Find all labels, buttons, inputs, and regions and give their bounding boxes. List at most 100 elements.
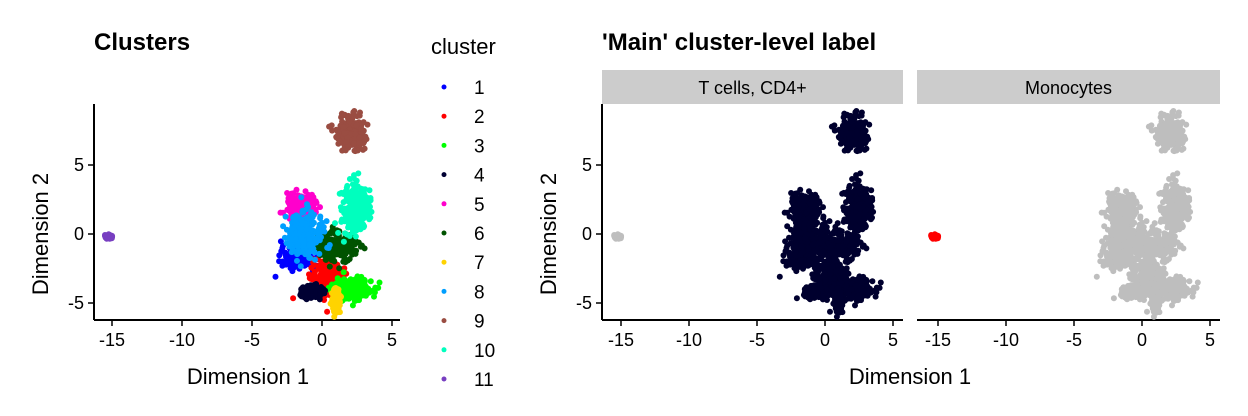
point-highlight (792, 225, 799, 232)
x-tick-label: -15 (608, 330, 634, 350)
point-cluster-2 (329, 268, 336, 275)
point-cluster-8 (293, 212, 300, 219)
y-tick-label: 5 (74, 155, 84, 175)
point-cluster-8 (282, 213, 289, 220)
point-cluster-6 (333, 237, 340, 244)
x-tick-label: -10 (676, 330, 702, 350)
legend-label-1: 1 (474, 78, 485, 99)
point-cluster-3 (334, 275, 341, 282)
point-background (1127, 275, 1134, 282)
point-cluster-9 (340, 124, 347, 130)
point-cluster-8 (313, 239, 320, 246)
x-tick-label: 5 (387, 330, 397, 350)
legend-key-6 (441, 230, 447, 236)
point-highlight (801, 263, 808, 270)
x-tick-label: -5 (1066, 330, 1082, 350)
point-cluster-7 (333, 309, 340, 316)
point-cluster-2 (324, 308, 331, 315)
y-tick-label: 0 (582, 224, 592, 244)
point-highlight (822, 277, 829, 284)
point-background (1148, 275, 1155, 282)
point-highlight (847, 112, 854, 119)
point-cluster-4 (304, 290, 311, 297)
point-cluster-4 (314, 285, 321, 291)
point-background (1132, 275, 1139, 281)
legend-title: cluster (431, 34, 496, 59)
point-cluster-9 (354, 113, 360, 120)
point-highlight (843, 255, 850, 262)
point-cluster-8 (298, 217, 305, 224)
point-highlight (816, 239, 823, 246)
facet-strip-label: Monocytes (1025, 78, 1112, 98)
y-tick-label: 0 (74, 224, 84, 244)
legend-key-5 (441, 201, 447, 207)
x-tick-label: 0 (1137, 330, 1147, 350)
point-highlight (843, 238, 850, 245)
point-highlight (837, 275, 844, 282)
point-highlight (856, 113, 862, 120)
point-highlight (863, 277, 870, 284)
point-cluster-10 (360, 215, 367, 222)
point-highlight (853, 203, 860, 210)
point-highlight (808, 250, 815, 257)
point-highlight (859, 226, 866, 233)
point-highlight (834, 220, 841, 227)
point-cluster-10 (340, 238, 347, 245)
point-highlight (808, 231, 815, 238)
legend-label-7: 7 (474, 253, 485, 274)
point-cluster-7 (329, 299, 336, 305)
point-highlight (808, 290, 815, 297)
point-cluster-6 (351, 241, 358, 248)
point-cluster-1 (287, 265, 294, 272)
point-highlight (799, 249, 806, 256)
point-cluster-8 (306, 241, 313, 248)
point-highlight (781, 209, 788, 216)
x-tick-label: -5 (749, 330, 765, 350)
point-background (1097, 258, 1104, 265)
legend-label-2: 2 (474, 107, 485, 128)
point-cluster-4 (298, 289, 305, 296)
point-highlight (780, 258, 787, 265)
point-highlight (854, 196, 861, 202)
point-highlight (840, 189, 847, 196)
point-highlight (877, 279, 884, 286)
point-cluster-5 (296, 201, 303, 208)
y-tick-label: -5 (576, 293, 592, 313)
point-cluster-8 (305, 250, 312, 257)
legend-label-11: 11 (474, 370, 494, 391)
point-highlight (863, 145, 870, 152)
point-highlight (864, 292, 871, 299)
point-cluster-2 (312, 275, 319, 281)
point-highlight (827, 308, 833, 315)
point-cluster-3 (354, 273, 361, 280)
point-cluster-10 (338, 189, 345, 196)
point-highlight (868, 203, 875, 210)
point-highlight (818, 231, 824, 238)
point-cluster-6 (336, 265, 343, 272)
x-tick-label: 5 (1205, 330, 1215, 350)
point-highlight (796, 236, 803, 243)
point-cluster-8 (312, 256, 318, 263)
point-cluster-9 (353, 122, 360, 128)
point-cluster-2 (319, 277, 326, 284)
point-highlight (802, 235, 809, 242)
point-cluster-5 (277, 209, 284, 216)
point-cluster-1 (276, 258, 283, 265)
point-highlight (869, 278, 876, 285)
point-cluster-9 (341, 130, 348, 137)
facet-1: T cells, CD4+-15 -10 -5 0 5-505 (576, 70, 903, 350)
x-tick-label: -15 (99, 330, 125, 350)
point-highlight (849, 213, 856, 219)
point-cluster-6 (358, 242, 365, 249)
point-highlight (831, 275, 838, 282)
point-highlight (836, 309, 843, 316)
x-tick-label: 0 (820, 330, 830, 350)
point-cluster-8 (297, 263, 304, 270)
point-cluster-9 (352, 131, 359, 138)
point-highlight (806, 188, 812, 195)
point-cluster-9 (343, 139, 350, 145)
point-cluster-8 (316, 221, 323, 228)
point-cluster-5 (317, 204, 323, 211)
point-highlight (839, 138, 846, 145)
point-cluster-6 (322, 256, 329, 263)
